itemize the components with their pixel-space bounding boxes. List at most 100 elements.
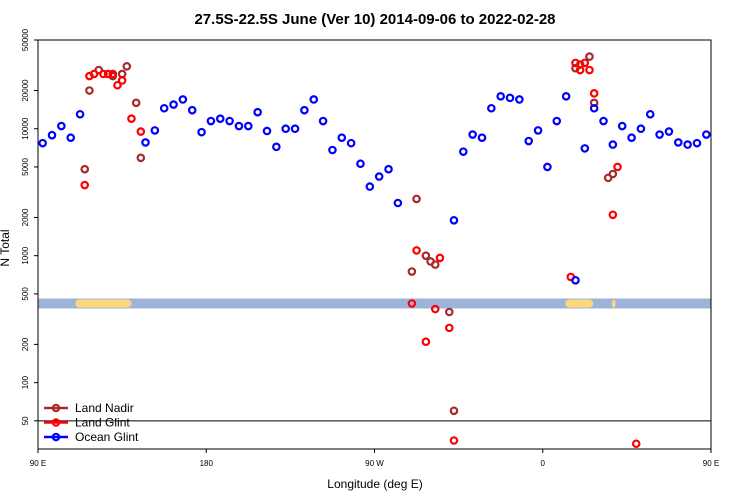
x-tick-label: 90 E [703,459,719,468]
y-tick-label: 100 [21,375,30,389]
land-nadir-point [136,153,146,163]
ocean-glint-point [487,103,496,113]
ocean-glint-point [225,116,234,126]
legend-label: Land Nadir [75,401,134,415]
land-glint-point [435,253,445,263]
ocean-glint-point [664,127,674,136]
land-glint-point [127,114,136,123]
ocean-glint-point [580,144,590,153]
land-glint-point [80,180,90,190]
ocean-glint-point [262,126,272,136]
ocean-glint-point [496,92,505,101]
ocean-glint-point [309,95,319,104]
land-glint-point [117,76,127,85]
land-nadir-point [608,169,618,179]
land-glint-point [444,323,454,333]
ocean-glint-point [599,116,608,126]
land-glint-point [449,436,459,445]
ocean-glint-point [337,133,347,142]
ocean-glint-point [552,116,562,126]
ocean-glint-point [702,130,711,139]
ocean-glint-point [150,126,160,135]
y-axis-label: N Total [0,229,12,266]
ocean-glint-point [365,182,375,191]
land-glint-point [407,299,417,308]
ocean-glint-point [692,138,702,148]
land-nadir-point [585,52,594,61]
ocean-glint-point [655,130,664,139]
land-nadir-point [449,406,459,416]
land-nadir-point [421,251,431,260]
ocean-glint-point [346,138,356,148]
ocean-glint-point [608,140,618,149]
land-glint-point [580,58,590,68]
x-tick-label: 90 E [30,459,46,468]
ocean-glint-point [197,127,206,137]
legend-label: Land Glint [75,416,130,430]
land-glint-point [585,65,594,75]
land-glint-point [421,337,431,347]
ocean-glint-point [290,124,300,134]
ocean-glint-point [683,140,692,149]
y-tick-label: 50 [21,416,30,425]
ocean-glint-point [393,198,403,208]
land-glint-point [575,65,585,75]
land-nadir-point [430,260,440,269]
ocean-glint-point [561,92,571,101]
land-nadir-point [407,267,417,276]
ocean-glint-point [589,103,599,113]
ocean-glint-point [206,116,216,126]
land-glint-point [608,210,618,220]
ocean-glint-point [253,107,262,117]
land-glint-point [613,162,622,172]
y-tick-label: 20000 [21,79,30,102]
y-axis-ticks: 50 100 200 500 1000 2000 5000 10000 20000 50000 [21,28,38,425]
ocean-glint-point [169,100,178,109]
y-tick-label: 5000 [21,157,30,175]
ocean-glint-point [215,114,225,123]
ocean-glint-point [75,109,85,119]
ocean-glint-point [38,138,47,148]
land-glint-point [113,80,122,90]
legend-marker [51,418,61,427]
ocean-strip [38,298,711,309]
x-axis-ticks: 90 E 180 90 W 0 90 E [30,449,719,468]
ocean-glint-point [505,93,515,103]
ocean-glint-point [300,105,309,115]
ocean-glint-point [673,138,683,147]
land-nadir-point [131,98,141,108]
ocean-glint-point [272,142,281,152]
ocean-glint-point [477,133,487,142]
y-tick-label: 1000 [21,246,30,264]
y-tick-label: 200 [21,337,30,351]
ocean-glint-point [356,159,365,169]
ocean-glint-point [66,133,76,142]
ocean-glint-point [571,275,580,285]
land-glint-point [589,89,599,98]
ocean-glint-point [178,95,188,104]
land-nadir-point [444,307,454,317]
ocean-glint-point [384,164,393,174]
ocean-glint-point [449,215,459,225]
ocean-glint-point [187,105,197,115]
land-nadir-point [85,86,94,95]
legend-marker [51,403,61,413]
ocean-glint-point [515,95,524,104]
ocean-glint-point [524,136,534,146]
chart-title: 27.5S-22.5S June (Ver 10) 2014-09-06 to … [194,11,555,28]
y-tick-label: 10000 [21,117,30,140]
land-nadir-point [412,194,421,204]
land-ocean-strip [38,298,711,309]
land-glint-point [412,246,421,255]
y-tick-label: 500 [21,287,30,301]
x-tick-label: 180 [200,459,214,468]
ocean-glint-point [57,121,66,131]
ocean-glint-point [234,121,244,131]
ocean-glint-point [636,124,646,134]
land-strip-segment [611,299,616,308]
ocean-glint-point [281,124,291,134]
land-glint-point [108,69,118,79]
ocean-glint-point [141,138,150,147]
